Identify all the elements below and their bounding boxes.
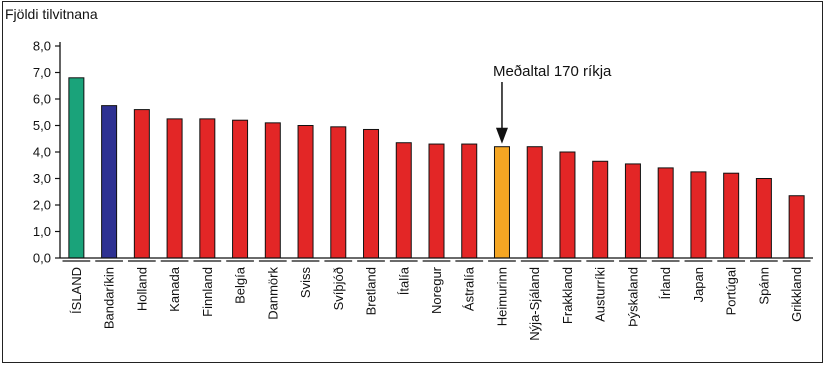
category-label: Frakkland <box>560 267 575 324</box>
category-label: Japan <box>691 267 706 302</box>
category-label: Grikkland <box>789 267 804 322</box>
y-tick-label: 1,0 <box>33 224 51 239</box>
bar <box>363 128 380 259</box>
y-tick-label: 7,0 <box>33 65 51 80</box>
bar <box>330 126 347 259</box>
bar <box>559 151 576 259</box>
category-label: Noregur <box>429 266 444 314</box>
category-label: Nýja-Sjáland <box>527 267 542 341</box>
bar <box>232 119 249 259</box>
y-tick-label: 5,0 <box>33 118 51 133</box>
category-label: Ítalía <box>396 266 411 295</box>
bar <box>592 160 609 259</box>
bar <box>723 172 740 259</box>
category-label: Sviss <box>298 267 313 299</box>
category-label: Kanada <box>167 266 182 312</box>
y-axis: 0,0 1,0 2,0 3,0 4,0 5,0 6,0 7,0 8,0 <box>33 39 61 266</box>
y-tick-label: 0,0 <box>33 251 51 266</box>
category-label: Portúgal <box>724 267 739 316</box>
bar <box>624 163 641 259</box>
category-label: Danmörk <box>265 267 280 320</box>
y-tick-label: 4,0 <box>33 145 51 160</box>
bar <box>166 118 183 259</box>
category-label: Bretland <box>364 267 379 315</box>
y-tick-label: 2,0 <box>33 198 51 213</box>
y-tick-label: 8,0 <box>33 39 51 54</box>
category-label: ÍSLAND <box>69 267 84 314</box>
bar <box>461 143 478 259</box>
bar <box>395 142 412 259</box>
y-tick-label: 3,0 <box>33 171 51 186</box>
bar <box>264 122 281 259</box>
category-label: Bandaríkin <box>102 267 117 329</box>
chart-frame: Fjöldi tilvitnana 0,0 1,0 2,0 3,0 4,0 5,0 6,0 7… <box>2 1 823 363</box>
category-label: Spánn <box>756 267 771 305</box>
bar <box>199 118 216 259</box>
bar <box>101 105 118 259</box>
bar <box>526 146 543 259</box>
x-axis: ÍSLAND Bandaríkin Holland Kanada Finnland Bel… <box>60 257 813 341</box>
category-label: Belgía <box>233 266 248 304</box>
annotation: Meðaltal 170 ríkja <box>493 63 612 144</box>
bar <box>788 195 805 259</box>
category-label: Finnland <box>200 267 215 317</box>
category-label: Írland <box>658 267 673 300</box>
bar <box>297 125 314 259</box>
annotation-label: Meðaltal 170 ríkja <box>493 63 612 80</box>
bar-chart: Fjöldi tilvitnana 0,0 1,0 2,0 3,0 4,0 5,0 6,0 7… <box>5 6 813 341</box>
bars <box>68 77 805 259</box>
bar <box>493 146 510 259</box>
y-tick-label: 6,0 <box>33 92 51 107</box>
bar <box>428 143 445 259</box>
category-label: Svíþjóð <box>331 267 346 310</box>
bar <box>68 77 85 259</box>
category-label: Heimurinn <box>494 267 509 326</box>
category-label: Austurríki <box>593 267 608 322</box>
bar <box>690 171 707 259</box>
bar <box>657 167 674 259</box>
category-label: Holland <box>134 267 149 311</box>
annotation-arrow-head <box>495 127 508 144</box>
y-axis-title: Fjöldi tilvitnana <box>5 6 98 22</box>
bar <box>133 109 150 259</box>
bar <box>755 178 772 259</box>
category-label: Ástralía <box>462 266 477 311</box>
category-label: Þýskaland <box>625 267 640 327</box>
